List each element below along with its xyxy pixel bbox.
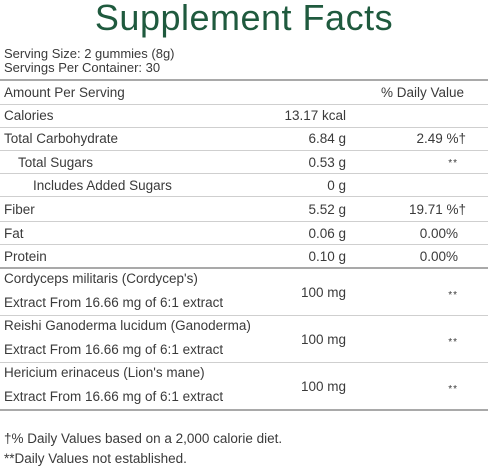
daily-value-label: % Daily Value — [380, 85, 464, 100]
amount-per-serving-label: Amount Per Serving — [4, 85, 125, 100]
extract-name: Reishi Ganoderma lucidum (Ganoderma) — [4, 318, 251, 333]
divider — [0, 221, 488, 222]
divider — [0, 409, 488, 411]
table-row: Cordyceps militaris (Cordycep's) Extract… — [0, 271, 488, 315]
nutrient-dv: 19.71 %† — [408, 202, 466, 217]
extract-dv: ** — [448, 337, 458, 348]
divider — [0, 196, 488, 197]
divider — [0, 79, 488, 81]
extract-detail: Extract From 16.66 mg of 6:1 extract — [4, 342, 224, 357]
table-row: Reishi Ganoderma lucidum (Ganoderma) Ext… — [0, 318, 488, 362]
divider — [0, 244, 488, 245]
extract-amount: 100 mg — [300, 379, 346, 394]
nutrient-amount: 0 g — [327, 178, 346, 193]
nutrient-dv: 0.00% — [419, 226, 458, 241]
nutrient-name: Protein — [4, 249, 47, 264]
serving-size: Serving Size: 2 gummies (8g) — [4, 46, 175, 61]
extract-dv: ** — [448, 384, 458, 395]
nutrient-dv: ** — [448, 158, 458, 169]
extract-detail: Extract From 16.66 mg of 6:1 extract — [4, 295, 224, 310]
extract-amount: 100 mg — [300, 332, 346, 347]
table-header: Amount Per Serving % Daily Value — [0, 85, 488, 105]
divider — [0, 315, 488, 316]
nutrient-amount: 5.52 g — [308, 202, 346, 217]
nutrient-name: Total Sugars — [18, 155, 94, 170]
extract-name: Cordyceps militaris (Cordycep's) — [4, 271, 198, 286]
footnote-not-established: **Daily Values not established. — [4, 451, 187, 466]
nutrient-name: Fiber — [4, 202, 35, 217]
table-row: Hericium erinaceus (Lion's mane) Extract… — [0, 365, 488, 409]
nutrient-name: Fat — [4, 226, 24, 241]
nutrient-name: Includes Added Sugars — [33, 178, 172, 193]
divider — [0, 104, 488, 105]
nutrient-name: Calories — [4, 108, 54, 123]
divider — [0, 150, 488, 151]
nutrient-amount: 0.06 g — [308, 226, 346, 241]
nutrient-name: Total Carbohydrate — [4, 131, 119, 146]
footnote-daily-values: †% Daily Values based on a 2,000 calorie… — [4, 431, 283, 446]
extract-detail: Extract From 16.66 mg of 6:1 extract — [4, 389, 224, 404]
nutrient-amount: 0.10 g — [308, 249, 346, 264]
divider — [0, 267, 488, 269]
nutrient-amount: 6.84 g — [308, 131, 346, 146]
nutrient-amount: 13.17 kcal — [284, 108, 346, 123]
divider — [0, 362, 488, 363]
nutrient-dv: 2.49 %† — [416, 131, 466, 146]
serving-info: Serving Size: 2 gummies (8g) Servings Pe… — [4, 47, 175, 75]
extract-amount: 100 mg — [300, 285, 346, 300]
panel-title: Supplement Facts — [94, 0, 394, 38]
divider — [0, 173, 488, 174]
nutrient-dv: 0.00% — [419, 249, 458, 264]
servings-per-container: Servings Per Container: 30 — [4, 60, 161, 75]
nutrient-amount: 0.53 g — [308, 155, 346, 170]
extract-dv: ** — [448, 290, 458, 301]
extract-name: Hericium erinaceus (Lion's mane) — [4, 365, 205, 380]
divider — [0, 127, 488, 128]
